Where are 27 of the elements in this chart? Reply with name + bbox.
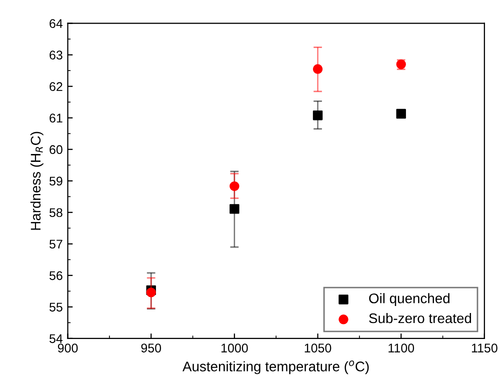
x-axis-title: Austenitizing temperature ($^{o}$C) xyxy=(182,360,369,374)
y-tick-label: 57 xyxy=(50,240,62,249)
y-tick-label: 64 xyxy=(50,19,63,28)
x-tick-label: 1000 xyxy=(221,344,248,352)
y-tick-label: 58 xyxy=(50,208,62,218)
y-tick-label: 61 xyxy=(50,114,62,123)
point xyxy=(146,288,156,298)
x-tick-label: 900 xyxy=(58,344,78,352)
x-tick-label: 1100 xyxy=(388,344,414,352)
point xyxy=(396,108,406,119)
point xyxy=(230,204,240,214)
y-axis-title: Hardness (H$_{R}$C) xyxy=(30,132,44,230)
y-tick-label: 55 xyxy=(50,302,62,312)
y-tick-label: 63 xyxy=(50,50,62,60)
y-tick-label: 62 xyxy=(50,82,62,92)
x-tick-label: 1050 xyxy=(304,344,332,352)
x-tick-label: 950 xyxy=(141,344,162,352)
point xyxy=(312,64,323,74)
y-tick-label: 59 xyxy=(50,176,62,186)
y-tick-label: 60 xyxy=(50,145,62,154)
y-tick-label: 56 xyxy=(50,271,62,280)
y-tick-label: 54 xyxy=(50,334,63,344)
point xyxy=(312,110,323,120)
x-tick-label: 1150 xyxy=(472,344,498,352)
point xyxy=(230,181,240,192)
legend-label: Oil quenched xyxy=(369,293,450,306)
legend-label: Sub-zero treated xyxy=(369,312,472,324)
